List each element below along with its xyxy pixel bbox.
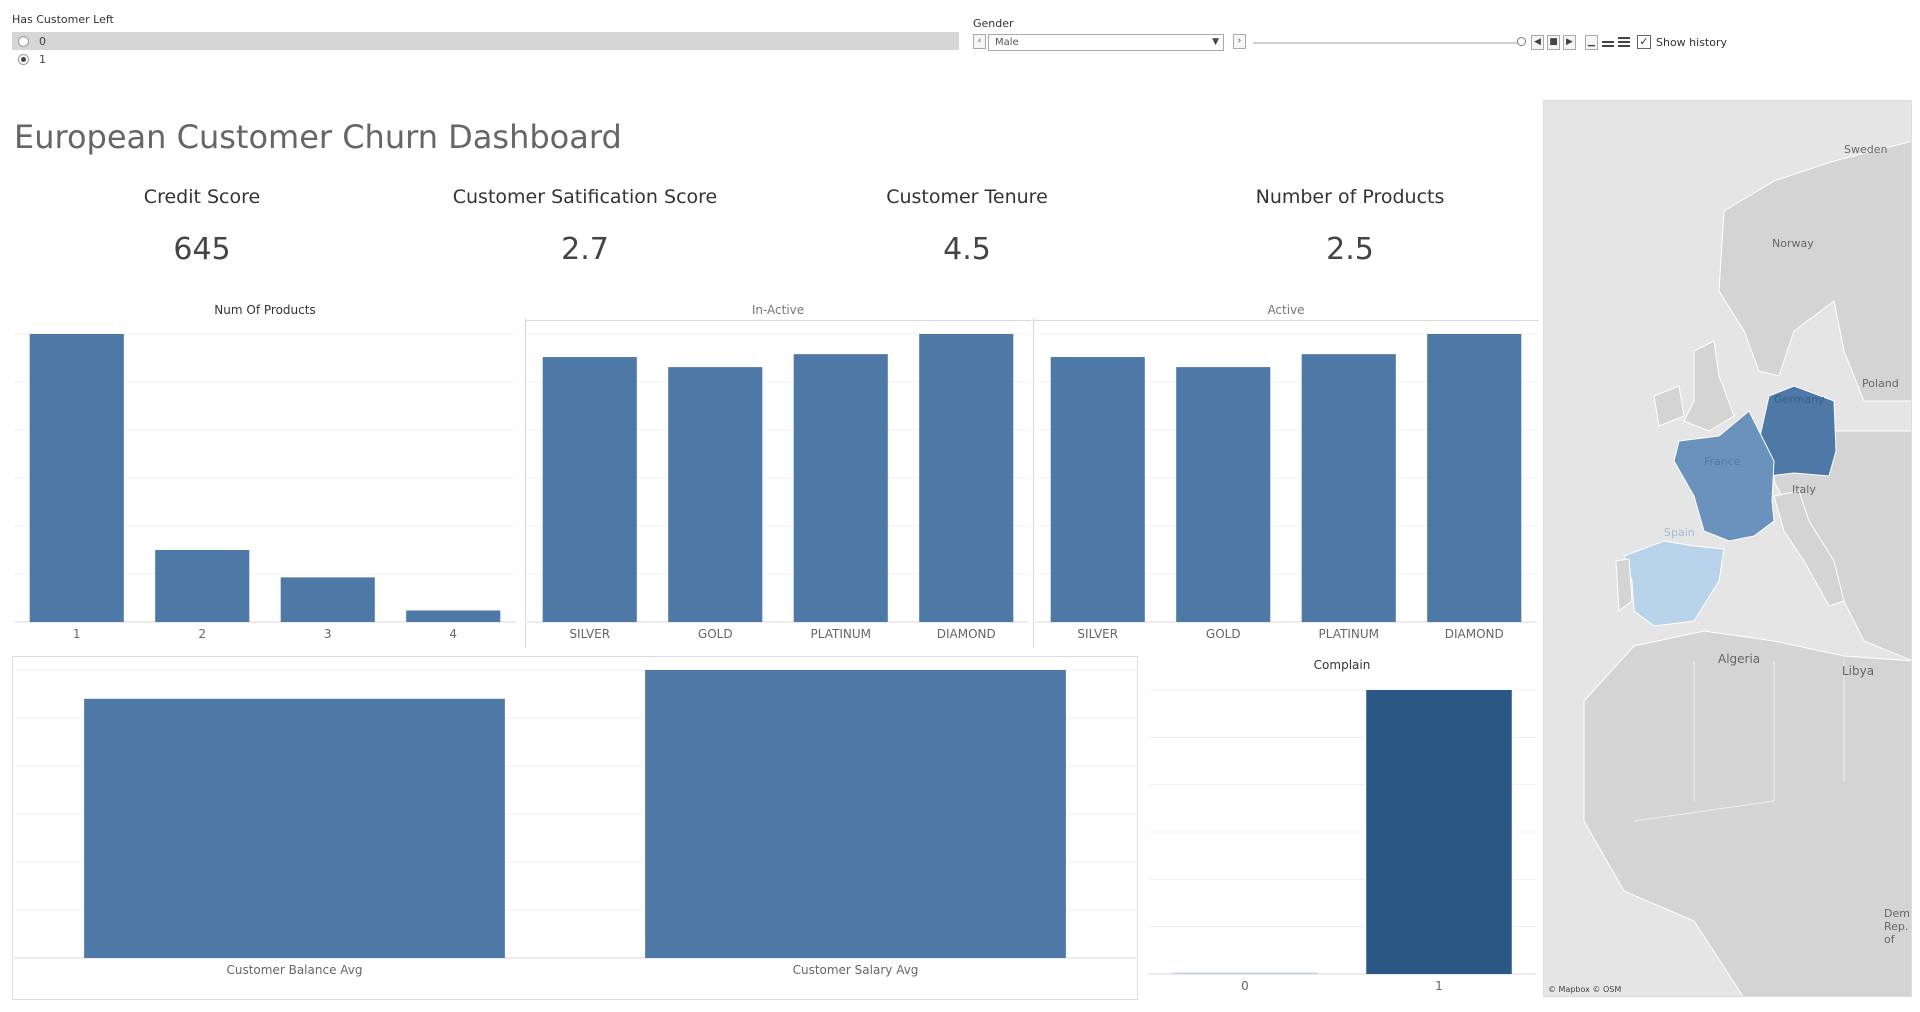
map-label-libya: Libya [1842, 664, 1875, 678]
bar-platinum [793, 354, 888, 622]
speed-slow-icon[interactable]: ▁ [1585, 35, 1598, 50]
radio-option-0[interactable]: 0 [18, 35, 46, 48]
show-history-checkbox[interactable]: ✓ [1637, 35, 1651, 49]
chart-balance-salary: Customer Balance Avg Customer Salary Avg [12, 656, 1138, 1000]
map-canvas [1583, 140, 1911, 996]
kpi-satisfaction-label: Customer Satification Score [452, 186, 718, 208]
tick-label: GOLD [698, 627, 733, 641]
kpi-tenure-label: Customer Tenure [886, 186, 1048, 208]
step-forward-button[interactable]: ▶ [1563, 35, 1576, 50]
chart-inactive: SILVER GOLD PLATINUM DIAMOND [525, 318, 1031, 648]
speed-fast-icon[interactable] [1618, 36, 1630, 48]
has-customer-left-label: Has Customer Left [12, 13, 114, 26]
filter-highlight-bar [12, 32, 959, 50]
bar-0 [1172, 972, 1318, 974]
tick-label: 2 [198, 627, 206, 641]
gender-select-value: Male [995, 37, 1019, 48]
chart-num-of-products: 1 2 3 4 [14, 333, 516, 641]
radio-option-label: 1 [39, 53, 46, 66]
region-france [1673, 410, 1775, 542]
tick-label: 3 [324, 627, 332, 641]
gender-prev-button[interactable]: ‹ [973, 34, 986, 49]
tick-label: PLATINUM [811, 627, 871, 641]
europe-map[interactable]: Sweden Norway Poland Germany France Ital… [1543, 100, 1912, 997]
step-back-button[interactable]: ◀ [1531, 35, 1544, 50]
chart-frame [12, 656, 1138, 1000]
bar-diamond [919, 334, 1014, 622]
map-label-poland: Poland [1862, 377, 1899, 390]
tick-label: 0 [1241, 979, 1249, 993]
kpi-credit-score-label: Credit Score [143, 186, 261, 208]
stop-button[interactable]: ■ [1547, 35, 1560, 50]
chart-active-title: Active [1267, 303, 1305, 317]
tick-label: Customer Salary Avg [793, 963, 919, 977]
bar-customer-salary-avg [645, 670, 1066, 958]
bar-gold [1176, 367, 1271, 622]
region-spain [1623, 540, 1725, 627]
bar-platinum [1301, 354, 1396, 622]
kpi-tenure-value: 4.5 [943, 232, 991, 267]
tick-label: 1 [1435, 979, 1443, 993]
bar-2 [155, 550, 250, 622]
tick-label: 1 [73, 627, 81, 641]
bar-4 [406, 610, 501, 622]
land-uk [1683, 340, 1735, 432]
playback-slider-track[interactable] [1253, 42, 1521, 44]
bar-gold [668, 367, 763, 622]
tick-label: PLATINUM [1319, 627, 1379, 641]
tick-label: SILVER [569, 627, 610, 641]
bar-1 [1366, 690, 1512, 974]
bar-1 [29, 334, 124, 622]
tick-label: DIAMOND [1445, 627, 1504, 641]
gender-select[interactable]: Male ▼ [988, 34, 1224, 51]
map-attribution: © Mapbox © OSM [1548, 985, 1622, 994]
speed-medium-icon[interactable] [1602, 37, 1614, 48]
tick-label: Customer Balance Avg [226, 963, 362, 977]
chevron-down-icon: ▼ [1212, 37, 1219, 47]
show-history-label: Show history [1656, 36, 1728, 49]
map-label-germany: Germany [1774, 393, 1825, 406]
bar-3 [280, 577, 375, 622]
radio-option-label: 0 [39, 35, 46, 48]
kpi-credit-score-value: 645 [173, 232, 231, 267]
tick-label: DIAMOND [937, 627, 996, 641]
chart-active: SILVER GOLD PLATINUM DIAMOND [1033, 318, 1539, 648]
map-label-spain: Spain [1664, 526, 1695, 539]
dashboard-title: European Customer Churn Dashboard [14, 118, 622, 156]
tick-label: SILVER [1077, 627, 1118, 641]
land-italy [1773, 490, 1845, 607]
tick-label: GOLD [1206, 627, 1241, 641]
tick-label: 4 [449, 627, 457, 641]
kpi-products-value: 2.5 [1326, 232, 1374, 267]
map-label-drc: Dem. Rep. of [1884, 907, 1912, 946]
gender-next-button[interactable]: › [1233, 34, 1246, 49]
map-label-france: France [1704, 455, 1741, 468]
radio-option-1[interactable]: 1 [18, 53, 46, 66]
playback-slider-handle[interactable] [1517, 37, 1526, 46]
land-ireland [1653, 385, 1685, 427]
map-label-norway: Norway [1772, 237, 1814, 250]
land-portugal [1615, 558, 1633, 612]
radio-icon [18, 36, 29, 47]
chart-products-title: Num Of Products [214, 303, 316, 317]
gender-label: Gender [973, 17, 1014, 30]
bar-diamond [1427, 334, 1522, 622]
map-label-algeria: Algeria [1718, 652, 1761, 666]
land-scandinavia [1718, 140, 1911, 402]
kpi-products-label: Number of Products [1255, 186, 1445, 208]
land-africa [1583, 630, 1911, 996]
bar-silver [542, 357, 637, 622]
radio-selected-icon [18, 54, 29, 65]
map-label-sweden: Sweden [1844, 143, 1888, 156]
kpi-satisfaction-value: 2.7 [561, 232, 609, 267]
map-label-italy: Italy [1792, 483, 1816, 496]
bar-customer-balance-avg [84, 698, 505, 958]
chart-inactive-title: In-Active [751, 303, 805, 317]
chart-complain-title: Complain [1313, 658, 1371, 672]
bar-silver [1050, 357, 1145, 622]
